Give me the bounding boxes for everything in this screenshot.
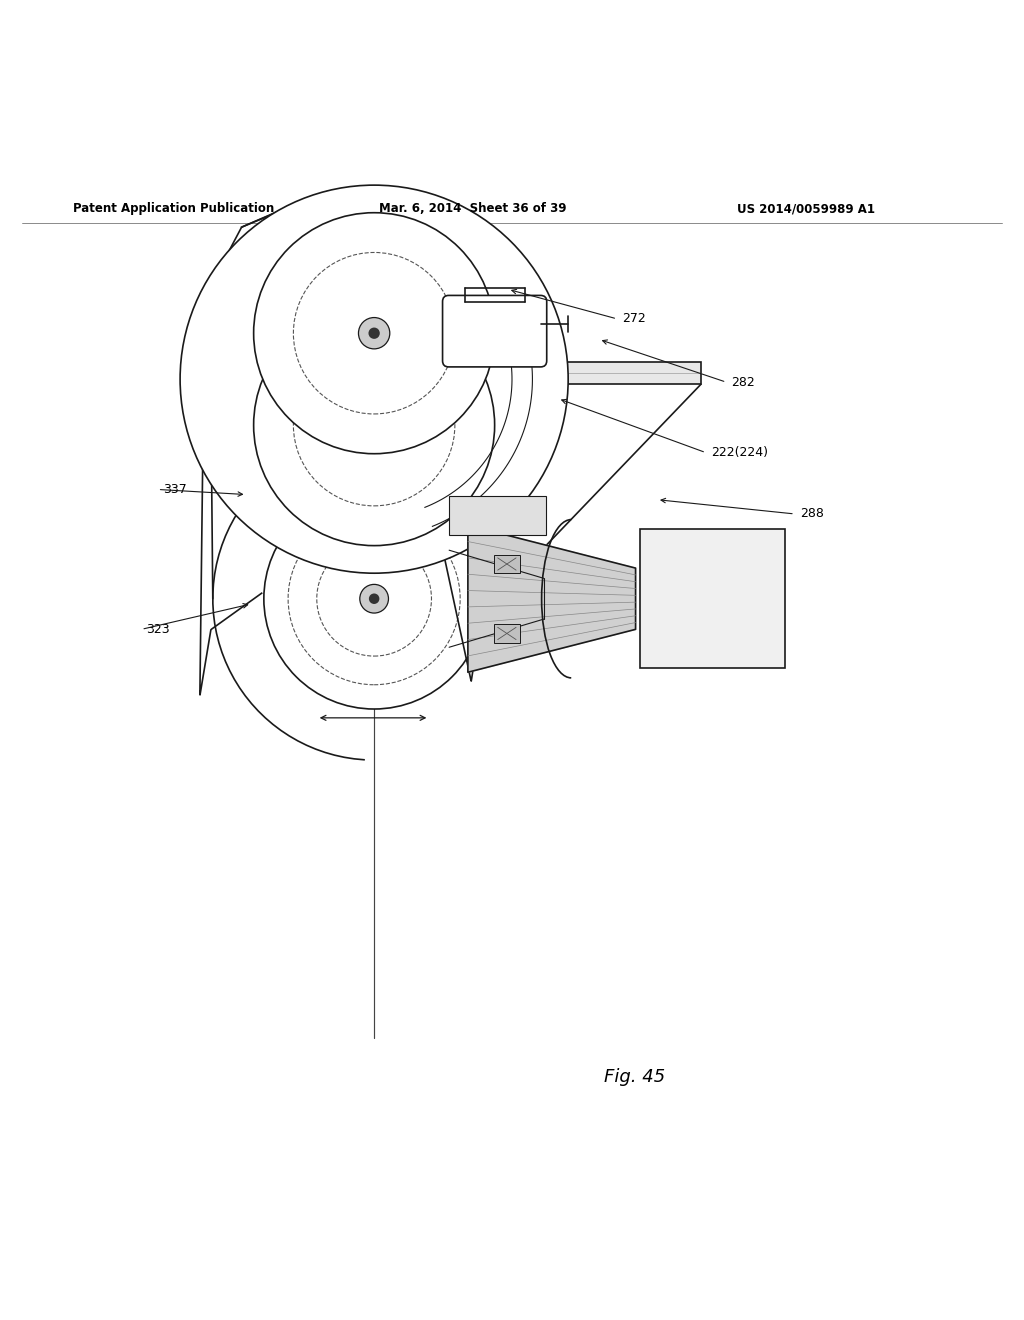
Bar [640,529,784,668]
Circle shape [254,305,495,545]
Bar [494,624,520,643]
Text: 337: 337 [163,483,186,496]
Bar [494,554,520,573]
Bar [211,362,700,384]
Circle shape [264,488,484,709]
Circle shape [254,213,495,454]
Text: Fig. 45: Fig. 45 [604,1068,666,1085]
FancyBboxPatch shape [442,296,547,367]
Text: US 2014/0059989 A1: US 2014/0059989 A1 [736,202,874,215]
Circle shape [359,585,388,612]
Text: 282: 282 [731,376,756,388]
Circle shape [370,420,379,430]
Text: Mar. 6, 2014  Sheet 36 of 39: Mar. 6, 2014 Sheet 36 of 39 [379,202,566,215]
Circle shape [370,594,379,603]
Bar [450,496,546,535]
Circle shape [358,409,390,441]
Text: 222(224): 222(224) [711,446,768,459]
Circle shape [180,185,568,573]
Text: Patent Application Publication: Patent Application Publication [73,202,274,215]
Text: 323: 323 [146,623,170,636]
Text: 288: 288 [800,507,824,520]
Polygon shape [468,525,636,672]
Circle shape [358,318,390,348]
Bar [262,227,440,342]
Text: 272: 272 [623,313,646,326]
Circle shape [370,329,379,338]
